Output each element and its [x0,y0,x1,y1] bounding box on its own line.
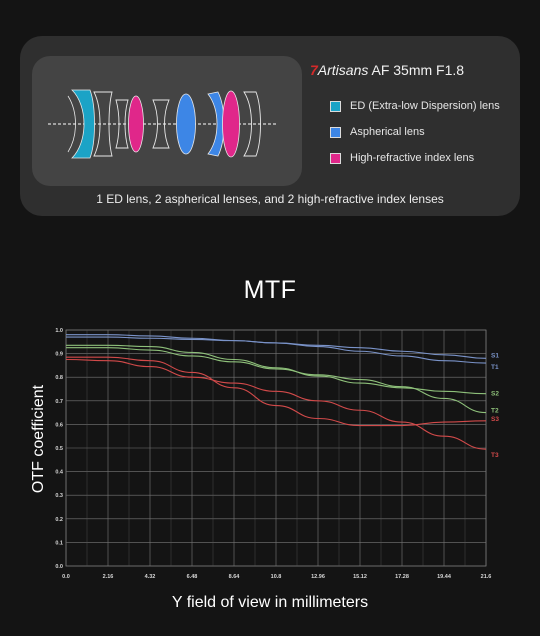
x-tick-label: 4.32 [145,574,156,580]
x-tick-label: 0.0 [62,574,70,580]
brand-logo-seven: 7 [310,62,318,78]
series-label-s2: S2 [491,391,499,398]
lens-diagram-panel [32,56,302,186]
y-tick-label: 0.7 [55,399,63,405]
y-tick-label: 0.5 [55,446,63,452]
x-tick-label: 6.48 [187,574,198,580]
lens-model-name: AF 35mm F1.8 [368,62,465,78]
y-tick-label: 0.3 [55,493,63,499]
ed-swatch [330,100,341,112]
series-label-s3: S3 [491,416,499,423]
chart-title: MTF [243,276,297,304]
mtf-chart: 0.0 2.16 4.32 6.48 8.64 10.8 12.96 15.12 17.28 19… [0,318,540,588]
legend-label: Aspherical lens [350,126,425,138]
lens-info-card: 7Artisans AF 35mm F1.8 ED (Extra-low Dis… [20,36,520,216]
lens-outline [67,95,76,153]
aspherical-lens-element [207,91,225,157]
legend-label: High-refractive index lens [350,152,475,164]
x-tick-label: 12.96 [311,574,325,580]
series-label-t1: T1 [491,364,499,371]
chart-series [65,334,487,450]
series-line-t1 [66,336,487,364]
y-tick-label: 1.0 [55,328,63,334]
lens-type-legend: ED (Extra-low Dispersion) lens Aspherica… [330,93,500,171]
high-refractive-lens-element [128,95,144,153]
high-refractive-lens-element [222,90,240,158]
lens-caption: 1 ED lens, 2 aspherical lenses, and 2 hi… [96,192,444,206]
y-tick-label: 0.9 [55,352,63,358]
x-tick-label: 17.28 [395,574,409,580]
clear-lens-element [93,91,113,157]
y-tick-label: 0.1 [55,540,63,546]
lens-model-title: 7Artisans AF 35mm F1.8 [310,62,464,78]
x-tick-label: 15.12 [353,574,367,580]
clear-lens-element [115,99,129,149]
series-label-s1: S1 [491,352,499,359]
x-tick-label: 19.44 [437,574,452,580]
y-tick-label: 0.4 [55,470,64,476]
legend-item-aspherical: Aspherical lens [330,119,500,145]
legend-label: ED (Extra-low Dispersion) lens [350,100,500,112]
x-tick-label: 8.64 [229,574,241,580]
lens-element-diagram [48,89,278,159]
ed-lens-element [71,89,95,159]
x-tick-label: 2.16 [103,574,114,580]
aspherical-swatch [330,126,341,138]
clear-lens-element [152,99,170,149]
series-label-t2: T2 [491,408,499,415]
x-axis-label: Y field of view in millimeters [171,594,369,611]
clear-lens-element [243,91,261,157]
y-axis-label: OTF coefficient [30,384,47,494]
aspherical-lens-element [176,93,196,155]
series-line-t3 [65,358,487,450]
y-tick-label: 0.2 [55,517,63,523]
high-refractive-swatch [330,152,341,164]
legend-item-high-refractive: High-refractive index lens [330,145,500,171]
y-tick-label: 0.8 [55,375,63,381]
brand-logo-text: Artisans [317,62,369,78]
series-line-t2 [66,347,487,414]
x-tick-label: 21.6 [481,574,492,580]
chart-background [0,318,540,588]
x-tick-label: 10.8 [271,574,282,580]
chart-grid [65,329,487,567]
series-label-t3: T3 [491,452,499,459]
legend-item-ed: ED (Extra-low Dispersion) lens [330,93,500,119]
y-tick-label: 0.0 [55,564,63,570]
chart-ticks: 0.0 2.16 4.32 6.48 8.64 10.8 12.96 15.12 17.28 19… [55,328,491,580]
y-tick-label: 0.6 [55,422,63,428]
